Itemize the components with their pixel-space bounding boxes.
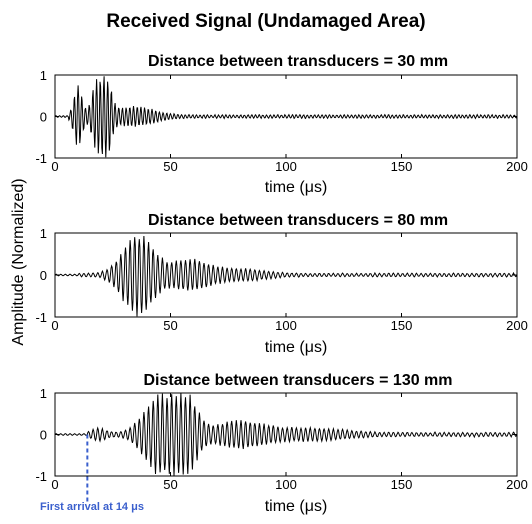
x-tick-label: 150 <box>391 159 413 174</box>
x-tick-label: 200 <box>506 318 528 333</box>
signal-line <box>54 76 518 158</box>
panel-2: Distance between transducers = 80 mm 0 50 1… <box>35 212 527 356</box>
x-tick-label: 200 <box>506 477 528 492</box>
y-tick-label: 1 <box>40 68 47 83</box>
x-tick-label: 150 <box>391 318 413 333</box>
panel-3: Distance between transducers = 130 mm 0 50… <box>35 372 527 515</box>
first-arrival-label: First arrival at 14 μs <box>40 501 144 513</box>
x-axis-label: time (μs) <box>265 339 328 356</box>
y-tick-label: 1 <box>40 386 47 401</box>
panel-title: Distance between transducers = 80 mm <box>148 212 448 229</box>
x-tick-label: 50 <box>163 159 177 174</box>
y-axis-label: Amplitude (Normalized) <box>10 178 27 345</box>
x-tick-label: 100 <box>275 318 297 333</box>
x-tick-label: 0 <box>51 477 58 492</box>
x-tick-label: 100 <box>275 159 297 174</box>
x-tick-label: 50 <box>163 318 177 333</box>
y-tick-label: -1 <box>35 469 47 484</box>
panel-1: Distance between transducers = 30 mm 0 50 1… <box>35 53 527 196</box>
x-tick-label: 200 <box>506 159 528 174</box>
signal-line <box>54 393 518 476</box>
panel-title: Distance between transducers = 130 mm <box>143 372 452 389</box>
y-tick-label: -1 <box>35 151 47 166</box>
x-axis-label: time (μs) <box>265 179 328 196</box>
y-tick-label: 0 <box>40 110 47 125</box>
x-tick-label: 150 <box>391 477 413 492</box>
x-tick-label: 50 <box>163 477 177 492</box>
y-tick-label: -1 <box>35 310 47 325</box>
x-tick-label: 0 <box>51 159 58 174</box>
y-tick-label: 0 <box>40 268 47 283</box>
x-tick-label: 0 <box>51 318 58 333</box>
x-tick-label: 100 <box>275 477 297 492</box>
panel-title: Distance between transducers = 30 mm <box>148 53 448 70</box>
y-tick-label: 0 <box>40 428 47 443</box>
y-tick-label: 1 <box>40 226 47 241</box>
figure-title: Received Signal (Undamaged Area) <box>106 11 425 32</box>
signal-line <box>54 235 518 317</box>
x-axis-label: time (μs) <box>265 498 328 515</box>
